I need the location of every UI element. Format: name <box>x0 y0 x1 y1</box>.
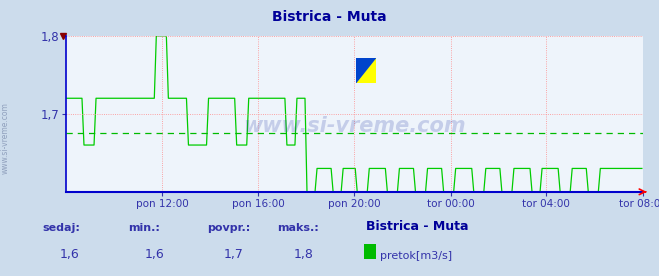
Text: sedaj:: sedaj: <box>43 223 80 233</box>
Text: 1,8: 1,8 <box>293 248 313 261</box>
Polygon shape <box>356 58 376 83</box>
Text: Bistrica - Muta: Bistrica - Muta <box>366 220 469 233</box>
Text: www.si-vreme.com: www.si-vreme.com <box>243 116 465 136</box>
Text: povpr.:: povpr.: <box>208 223 251 233</box>
Text: maks.:: maks.: <box>277 223 318 233</box>
Text: pretok[m3/s]: pretok[m3/s] <box>380 251 452 261</box>
Text: min.:: min.: <box>129 223 160 233</box>
Text: 1,6: 1,6 <box>59 248 79 261</box>
Text: 1,7: 1,7 <box>224 248 244 261</box>
Text: Bistrica - Muta: Bistrica - Muta <box>272 10 387 24</box>
Text: www.si-vreme.com: www.si-vreme.com <box>1 102 10 174</box>
Polygon shape <box>356 58 376 83</box>
Text: 1,6: 1,6 <box>145 248 165 261</box>
